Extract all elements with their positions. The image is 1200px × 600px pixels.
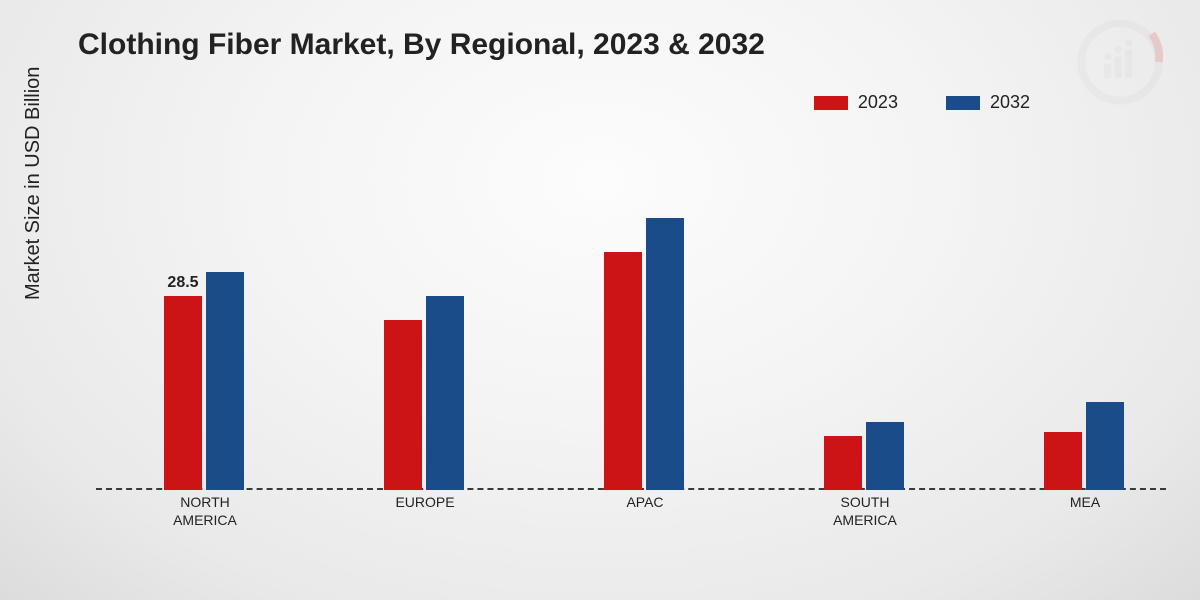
bar-2023-north_america [164,296,202,490]
plot-area: 28.5 [96,150,1166,490]
bar-2032-north_america [206,272,244,490]
legend-label-2032: 2032 [990,92,1030,113]
legend-item-2032: 2032 [946,92,1030,113]
bar-2023-apac [604,252,642,490]
bar-value-label-north_america: 28.5 [153,274,213,292]
y-axis-label: Market Size in USD Billion [22,67,45,300]
brand-logo-watermark [1076,18,1164,106]
bar-2023-europe [384,320,422,490]
x-label-north_america: NORTH AMERICA [130,494,280,529]
bar-2032-europe [426,296,464,490]
bar-2032-south_america [866,422,904,490]
x-label-south_america: SOUTH AMERICA [790,494,940,529]
x-label-mea: MEA [1010,494,1160,512]
legend: 2023 2032 [814,92,1030,113]
x-label-europe: EUROPE [350,494,500,512]
legend-item-2023: 2023 [814,92,898,113]
legend-swatch-2032 [946,96,980,110]
x-label-apac: APAC [570,494,720,512]
chart-title: Clothing Fiber Market, By Regional, 2023… [78,28,765,62]
bar-2032-mea [1086,402,1124,490]
bar-2032-apac [646,218,684,490]
bar-2023-south_america [824,436,862,490]
legend-swatch-2023 [814,96,848,110]
bar-2023-mea [1044,432,1082,490]
chart-canvas: Clothing Fiber Market, By Regional, 2023… [0,0,1200,600]
legend-label-2023: 2023 [858,92,898,113]
